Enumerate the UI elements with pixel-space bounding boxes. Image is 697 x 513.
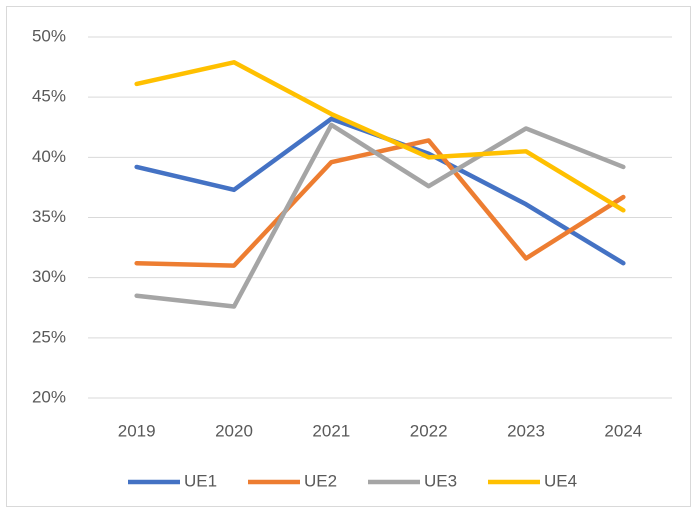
x-tick-label: 2022 [410, 421, 448, 440]
series-line [134, 60, 626, 213]
legend-label: UE2 [304, 471, 337, 490]
x-tick-label: 2019 [118, 421, 156, 440]
y-tick-label: 40% [32, 147, 66, 166]
x-tick-label: 2021 [312, 421, 350, 440]
y-tick-label: 45% [32, 87, 66, 106]
y-tick-label: 35% [32, 207, 66, 226]
legend-label: UE4 [544, 471, 577, 490]
y-tick-label: 20% [32, 387, 66, 406]
series-line [134, 138, 626, 268]
x-tick-label: 2024 [604, 421, 642, 440]
y-tick-label: 30% [32, 267, 66, 286]
series-line [134, 122, 626, 309]
x-tick-label: 2020 [215, 421, 253, 440]
chart-border [6, 6, 691, 507]
legend-label: UE1 [184, 471, 217, 490]
legend-label: UE3 [424, 471, 457, 490]
x-tick-label: 2023 [507, 421, 545, 440]
y-tick-label: 50% [32, 26, 66, 45]
y-tick-label: 25% [32, 327, 66, 346]
